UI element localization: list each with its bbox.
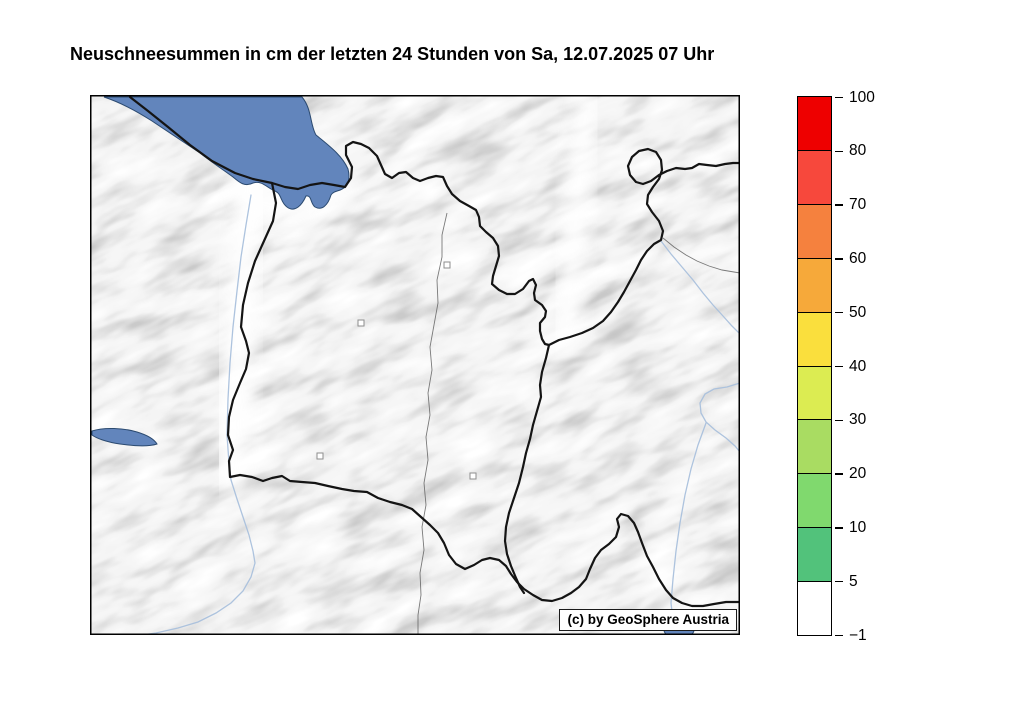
legend-tick-label: −1 — [849, 626, 867, 644]
river-northeast — [660, 240, 739, 334]
copyright-label: (c) by GeoSphere Austria — [559, 609, 737, 631]
map-svg — [90, 95, 740, 635]
legend-color-segment — [798, 366, 831, 421]
river-east — [699, 382, 739, 452]
legend-color-segment — [798, 312, 831, 367]
legend-tick — [834, 419, 843, 422]
legend-tick-label: 50 — [849, 303, 867, 321]
map-frame-border — [90, 95, 740, 635]
legend-tick-label: 5 — [849, 572, 858, 590]
legend-color-bar — [797, 96, 832, 636]
station-marker — [443, 261, 451, 269]
legend-color-segment — [798, 582, 831, 636]
legend-tick-label: 10 — [849, 518, 867, 536]
legend-color-segment — [798, 97, 831, 151]
station-marker — [316, 452, 324, 460]
legend-tick — [834, 150, 843, 153]
legend-tick — [834, 634, 843, 637]
legend-tick — [834, 365, 843, 368]
legend-color-segment — [798, 204, 831, 259]
legend-tick-label: 80 — [849, 142, 867, 160]
legend-tick — [834, 258, 843, 260]
border-north-east — [270, 140, 739, 347]
river-rhine — [147, 194, 256, 634]
page-title: Neuschneesummen in cm der letzten 24 Stu… — [70, 44, 715, 64]
station-marker — [469, 472, 477, 480]
legend-color-segment — [798, 258, 831, 313]
legend-tick-label: 100 — [849, 88, 875, 106]
legend-tick — [834, 527, 843, 529]
legend-tick — [834, 96, 843, 99]
legend-color-segment — [798, 528, 831, 583]
map-canvas: (c) by GeoSphere Austria — [90, 95, 740, 635]
legend-tick-label: 40 — [849, 357, 867, 375]
terrain-hillshade — [91, 96, 739, 634]
legend-tick — [834, 580, 843, 583]
legend-tick — [834, 204, 843, 206]
border-tirol-south — [503, 343, 551, 595]
legend-colorbar: 100 80 70 60 50 40 30 20 10 5 −1 — [797, 89, 917, 644]
district-border-central — [417, 212, 448, 634]
legend-tick-label: 60 — [849, 249, 867, 267]
border-west-south — [128, 96, 739, 608]
legend-color-segment — [798, 420, 831, 475]
valley-highlight-rhine — [214, 164, 268, 491]
station-marker — [357, 319, 365, 327]
legend-tick — [834, 311, 843, 314]
legend-tick-label: 30 — [849, 411, 867, 429]
lake-west-small — [91, 428, 158, 447]
legend-tick-label: 20 — [849, 465, 867, 483]
valley-highlight-lech — [555, 96, 598, 351]
legend-tick-label: 70 — [849, 196, 867, 214]
legend-color-segment — [798, 474, 831, 529]
legend-tick — [834, 473, 843, 475]
district-border-east — [662, 237, 739, 274]
legend-color-segment — [798, 150, 831, 205]
